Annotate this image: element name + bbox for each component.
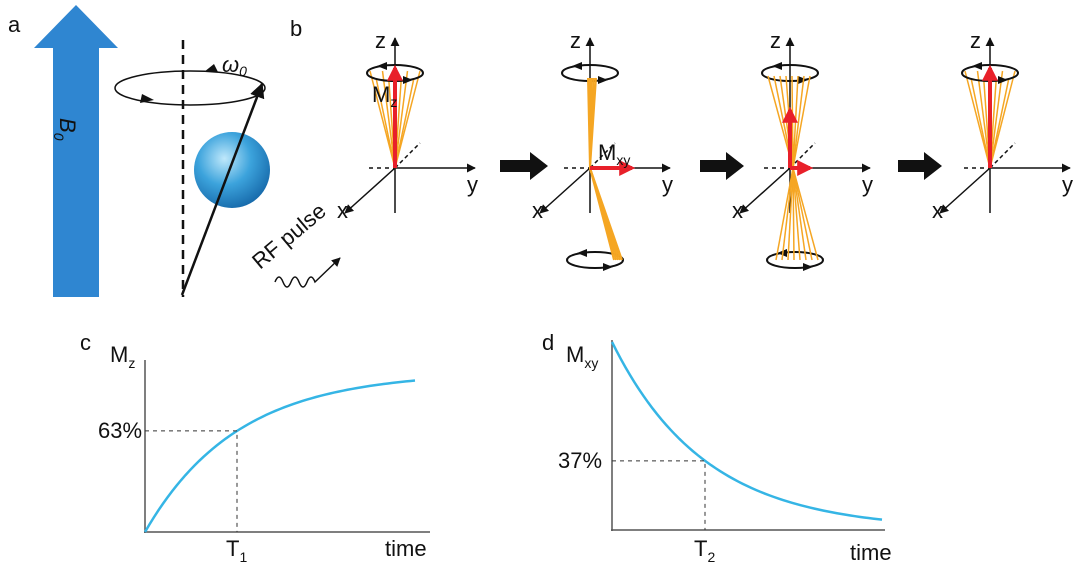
x-axis-neg (394, 142, 421, 169)
precession-orbit (114, 70, 266, 106)
x-label: time (385, 536, 427, 561)
vector-label: Mz (372, 82, 397, 110)
ring-arrowhead (603, 263, 613, 271)
ring-arrowhead (403, 76, 413, 84)
axis-label: z (770, 28, 781, 53)
step-arrow (700, 152, 744, 180)
axis-label: y (1062, 172, 1073, 197)
guide-line (612, 460, 706, 530)
ring-arrowhead (377, 62, 387, 70)
x-axis (939, 167, 991, 214)
b0-label: B0 (51, 118, 80, 141)
spin-line (970, 78, 991, 169)
decay-curve (610, 341, 883, 521)
rf-label: RF pulse (247, 198, 331, 274)
y-label-sub: xy (584, 355, 598, 371)
axis-label: x (337, 198, 348, 223)
spin-line (989, 70, 1016, 169)
spin-line (394, 70, 421, 169)
ring-arrowhead (598, 76, 608, 84)
guide-line (145, 430, 238, 532)
label-sub: xy (616, 152, 630, 168)
tc-base: T (694, 536, 707, 561)
axis-label: x (932, 198, 943, 223)
time-constant: T1 (226, 536, 247, 565)
plot-d: Mxy 37% T2 time (558, 340, 892, 565)
ring-arrowhead (998, 76, 1008, 84)
orbit-arrowhead (140, 94, 154, 103)
spin-vector (180, 82, 265, 296)
y-label-base: M (566, 342, 584, 367)
x-axis-neg (589, 142, 616, 169)
omega-label: ω0 (222, 52, 247, 79)
x-axis (739, 167, 791, 214)
x-axis-neg (989, 142, 1016, 169)
axis-label: z (375, 28, 386, 53)
label-base: M (372, 82, 390, 107)
panel-label: d (542, 330, 554, 355)
tc-sub: 2 (707, 549, 715, 565)
spin-line (989, 70, 1004, 169)
plot-c: Mz 63% T1 time (98, 342, 430, 565)
label-sub: z (390, 94, 397, 110)
vector-label: Mxy (598, 140, 630, 168)
omega-base: ω (222, 52, 239, 77)
step-arrow (500, 152, 548, 180)
y-label: Mz (110, 342, 135, 371)
ring-arrowhead (772, 62, 782, 70)
time-constant: T2 (694, 536, 715, 565)
label-base: M (598, 140, 616, 165)
panel-label: b (290, 16, 302, 41)
b0-arrow (34, 5, 118, 297)
orbit-arrowhead (204, 64, 218, 72)
panel-label: a (8, 12, 21, 37)
level-label: 63% (98, 418, 142, 443)
b0-base: B (55, 118, 80, 133)
y-label-sub: z (128, 355, 135, 371)
rf-wave (274, 257, 341, 288)
y-label-base: M (110, 342, 128, 367)
ring-arrowhead (777, 249, 787, 257)
x-label: time (850, 540, 892, 565)
axis-label: x (732, 198, 743, 223)
spin-line (394, 70, 409, 169)
axis-label: z (570, 28, 581, 53)
tc-sub: 1 (239, 549, 247, 565)
precession-ring (566, 251, 624, 269)
step-arrow (898, 152, 942, 180)
axis-label: x (532, 198, 543, 223)
y-label: Mxy (566, 342, 598, 371)
ring-arrowhead (577, 249, 587, 257)
level-label: 37% (558, 448, 602, 473)
spin-line (976, 70, 991, 169)
axis-label: y (467, 172, 478, 197)
axis-label: z (970, 28, 981, 53)
recovery-curve (143, 379, 416, 533)
ring-arrowhead (972, 62, 982, 70)
axis-label: y (862, 172, 873, 197)
tc-base: T (226, 536, 239, 561)
x-axis-neg (789, 142, 816, 169)
spin-line (381, 70, 396, 169)
x-axis (539, 167, 591, 214)
omega-sub: 0 (239, 63, 247, 79)
panel-label: c (80, 330, 91, 355)
axis-label: y (662, 172, 673, 197)
ring-arrowhead (803, 263, 813, 271)
x-axis (344, 167, 396, 214)
precession-ring (761, 64, 819, 82)
spin-line (375, 78, 396, 169)
ring-arrowhead (572, 62, 582, 70)
b0-sub: 0 (51, 133, 67, 141)
precession-ring (766, 251, 824, 269)
spin-sphere (194, 132, 270, 208)
